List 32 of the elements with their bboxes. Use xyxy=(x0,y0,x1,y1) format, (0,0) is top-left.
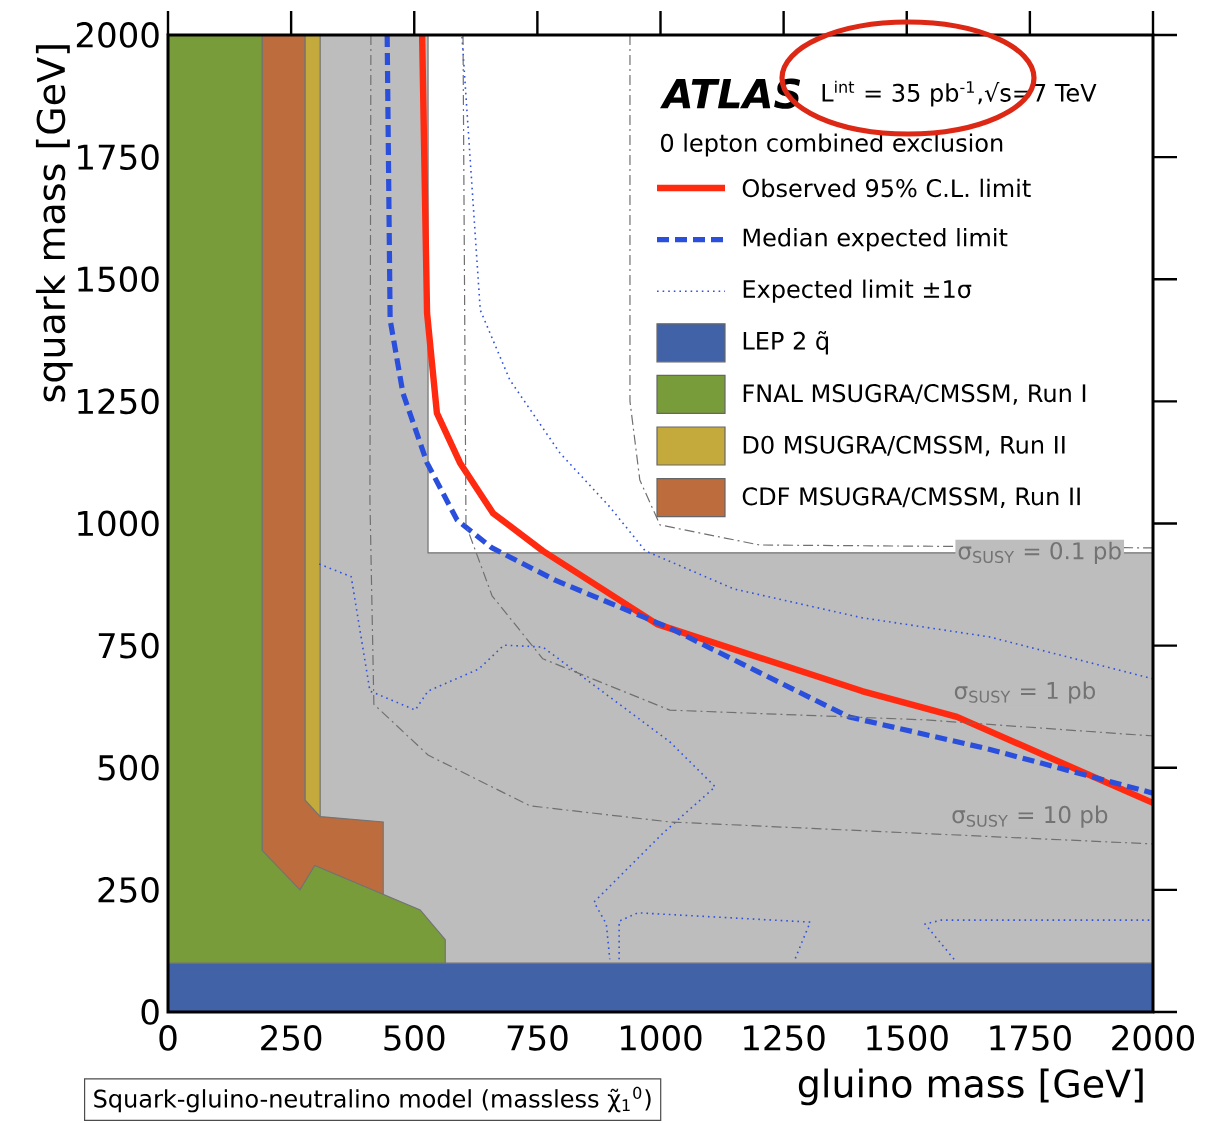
y-tick-label: 750 xyxy=(98,632,159,659)
legend-title: 0 lepton combined exclusion xyxy=(660,133,1003,157)
x-tick-label: 250 xyxy=(261,1025,322,1051)
y-tick-label: 250 xyxy=(98,876,159,903)
x-tick-label: 1250 xyxy=(744,1025,825,1051)
annotation: σ$_{SUSY}$ = 1 pb xyxy=(954,681,1095,704)
annotation: σ$_{SUSY}$ = 10 pb xyxy=(952,805,1108,828)
text: Squark-gluino-neutralino model (massless χ̃$_{1}$$^{0}$) xyxy=(94,1086,651,1113)
legend-label: D0 MSUGRA/CMSSM, Run II xyxy=(743,435,1065,457)
y-tick-label: 500 xyxy=(98,754,159,781)
legend-label: FNAL MSUGRA/CMSSM, Run I xyxy=(743,384,1086,405)
y-tick-label: 1000 xyxy=(78,510,159,537)
y-tick-label: 1250 xyxy=(78,388,159,415)
x-tick-label: 1500 xyxy=(867,1025,948,1051)
y-tick-label: 0 xyxy=(141,999,159,1025)
y-tick-label: 1750 xyxy=(78,144,159,170)
legend-label: LEP 2 q̃ xyxy=(743,330,828,355)
x-tick-label: 0 xyxy=(159,1025,177,1051)
x-axis-title: gluino mass [GeV] xyxy=(798,1068,1143,1106)
y-axis-title: squark mass [GeV] xyxy=(35,45,73,402)
x-tick-label: 500 xyxy=(384,1025,445,1051)
legend-label: CDF MSUGRA/CMSSM, Run II xyxy=(742,487,1080,508)
x-tick-label: 1000 xyxy=(620,1025,702,1051)
y-tick-label: 1500 xyxy=(78,266,159,293)
x-tick-label: 750 xyxy=(507,1025,568,1051)
legend-label: Median expected limit xyxy=(743,227,1008,252)
x-tick-label: 2000 xyxy=(1112,1025,1194,1051)
x-tick-label: 1750 xyxy=(990,1025,1071,1051)
y-tick-label: 2000 xyxy=(76,22,159,48)
annotation: σ$_{SUSY}$ = 0.1 pb xyxy=(958,541,1121,564)
legend-label: Observed 95% C.L. limit xyxy=(742,178,1031,198)
legend-label: Expected limit ±1σ xyxy=(743,279,972,303)
